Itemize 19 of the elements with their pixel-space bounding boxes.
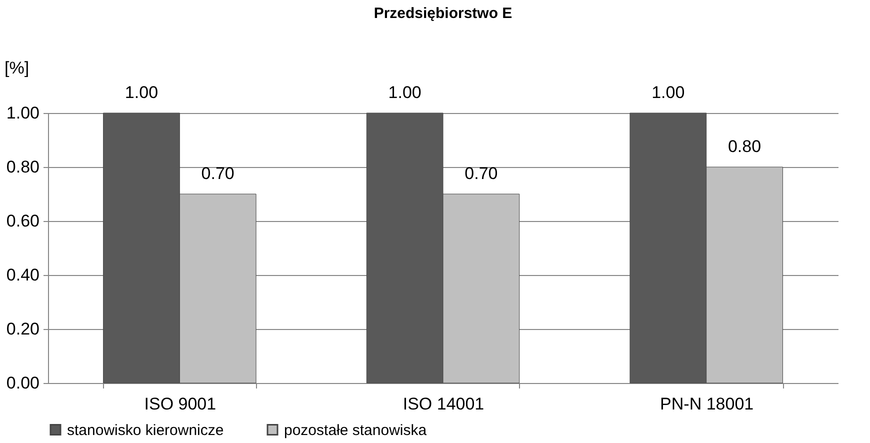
- y-tick-label: 0.80: [6, 158, 40, 176]
- x-tick-label: PN-N 18001: [660, 394, 754, 414]
- chart-title: Przedsiębiorstwo E: [374, 5, 512, 22]
- data-label: 1.00: [652, 83, 685, 102]
- x-tick-label: ISO 14001: [402, 394, 484, 414]
- legend-label: pozostałe stanowiska: [284, 422, 428, 439]
- y-tick-label: 0.60: [6, 212, 40, 230]
- data-label: 0.80: [728, 137, 762, 156]
- y-tick-label: 1.00: [6, 104, 40, 122]
- x-tick-label: ISO 9001: [144, 394, 216, 414]
- y-axis-title: [%]: [4, 58, 30, 78]
- y-tick-label: 0.00: [6, 374, 40, 392]
- y-tick-label: 0.40: [6, 266, 40, 284]
- data-label: 0.70: [201, 164, 234, 183]
- legend-label: stanowisko kierownicze: [67, 422, 224, 439]
- y-tick-label: 0.20: [6, 320, 40, 338]
- data-label: 1.00: [388, 83, 422, 102]
- data-label: 1.00: [124, 83, 158, 102]
- data-label: 0.70: [464, 164, 498, 183]
